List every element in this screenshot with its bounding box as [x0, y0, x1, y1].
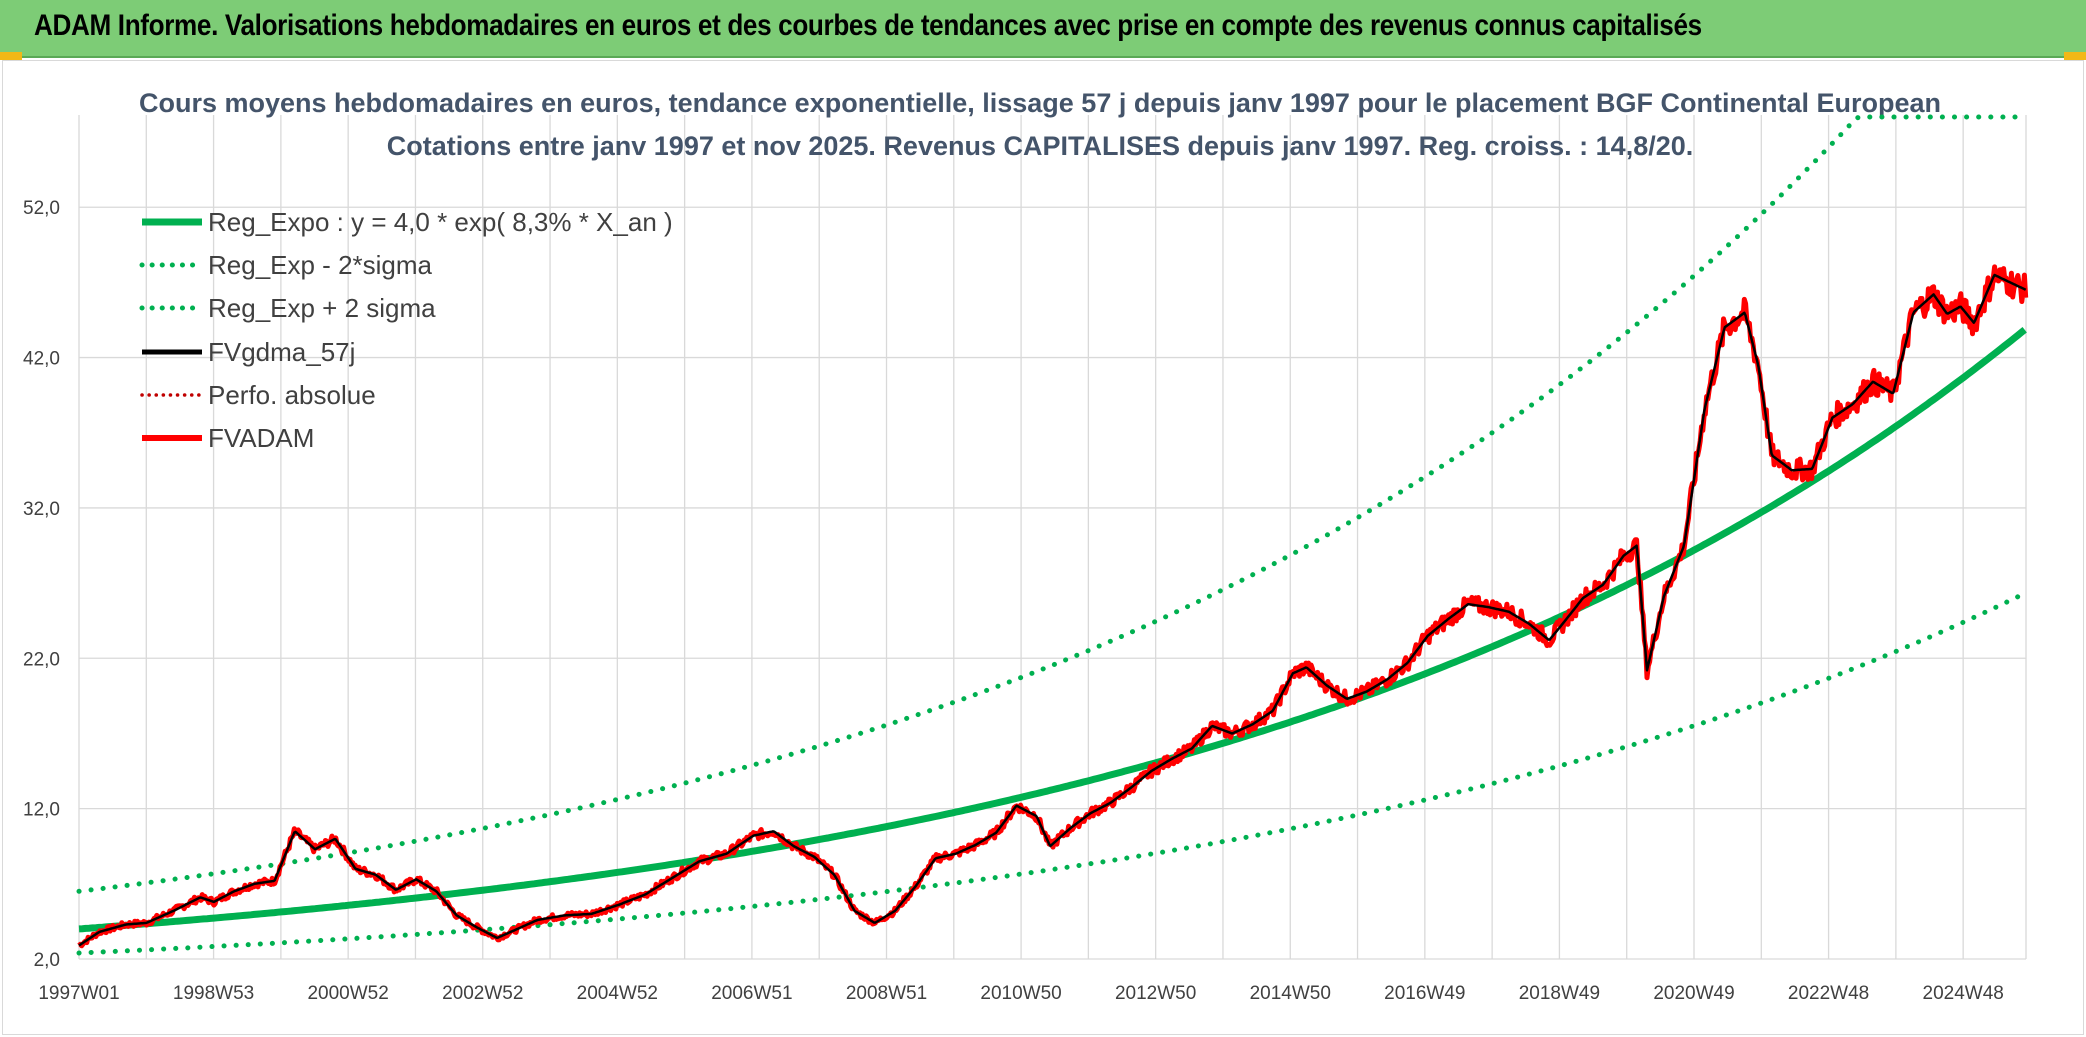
grid-lines [78, 115, 2027, 960]
x-tick-label: 2008W51 [846, 983, 927, 1004]
report-banner: ADAM Informe. Valorisations hebdomadaire… [0, 0, 2086, 58]
series-reg-exp-minus-2-sigma [76, 591, 2028, 956]
y-tick-label: 2,0 [34, 950, 60, 971]
chart-frame [2, 60, 2084, 1035]
x-tick-label: 2018W49 [1519, 983, 1600, 1004]
chart-legend: Reg_Expo : y = 4,0 * exp( 8,3% * X_an ) … [139, 207, 673, 453]
x-tick-label: 1997W01 [38, 983, 119, 1004]
y-tick-label: 32,0 [23, 499, 60, 520]
x-tick-label: 2024W48 [1923, 983, 2004, 1004]
x-tick-label: 2006W51 [711, 983, 792, 1004]
x-tick-label: 2012W50 [1115, 983, 1196, 1004]
x-tick-label: 2000W52 [307, 983, 388, 1004]
x-tick-label: 2004W52 [577, 983, 658, 1004]
x-tick-label: 2020W49 [1653, 983, 1734, 1004]
legend-label-reg-expo: Reg_Expo : y = 4,0 * exp( 8,3% * X_an ) [208, 207, 673, 237]
x-tick-label: 2014W50 [1250, 983, 1331, 1004]
y-tick-label: 42,0 [23, 349, 60, 370]
x-tick-label: 2010W50 [980, 983, 1061, 1004]
series-reg-exp-plus-2-sigma [76, 114, 2028, 894]
y-tick-label: 22,0 [23, 649, 60, 670]
x-tick-label: 1998W53 [173, 983, 254, 1004]
x-tick-label: 2016W49 [1384, 983, 1465, 1004]
x-tick-label: 2002W52 [442, 983, 523, 1004]
x-axis-ticks: 1997W01 1998W53 2000W52 2002W52 2004W52 2006W… [38, 983, 2004, 1004]
corner-mark-right [2064, 52, 2086, 60]
x-tick-label: 2022W48 [1788, 983, 1869, 1004]
y-tick-label: 12,0 [23, 800, 60, 821]
y-axis-ticks: 2,0 12,0 22,0 32,0 42,0 52,0 [23, 198, 60, 971]
corner-mark-left [0, 52, 22, 60]
legend-label-reg-exp-minus: Reg_Exp - 2*sigma [208, 250, 433, 280]
legend-label-reg-exp-plus: Reg_Exp + 2 sigma [208, 293, 436, 323]
legend-label-fvadam: FVADAM [208, 423, 314, 453]
chart-title: Cours moyens hebdomadaires en euros, ten… [139, 88, 1941, 118]
chart-subtitle: Cotations entre janv 1997 et nov 2025. R… [387, 131, 1694, 161]
report-title: ADAM Informe. Valorisations hebdomadaire… [34, 9, 1702, 42]
series-fvgdma-57j [78, 273, 2027, 947]
series-reg-expo [78, 326, 2027, 933]
legend-label-fvgdma: FVgdma_57j [208, 337, 355, 367]
legend-label-perfo-absolue: Perfo. absolue [208, 380, 376, 410]
y-tick-label: 52,0 [23, 198, 60, 219]
